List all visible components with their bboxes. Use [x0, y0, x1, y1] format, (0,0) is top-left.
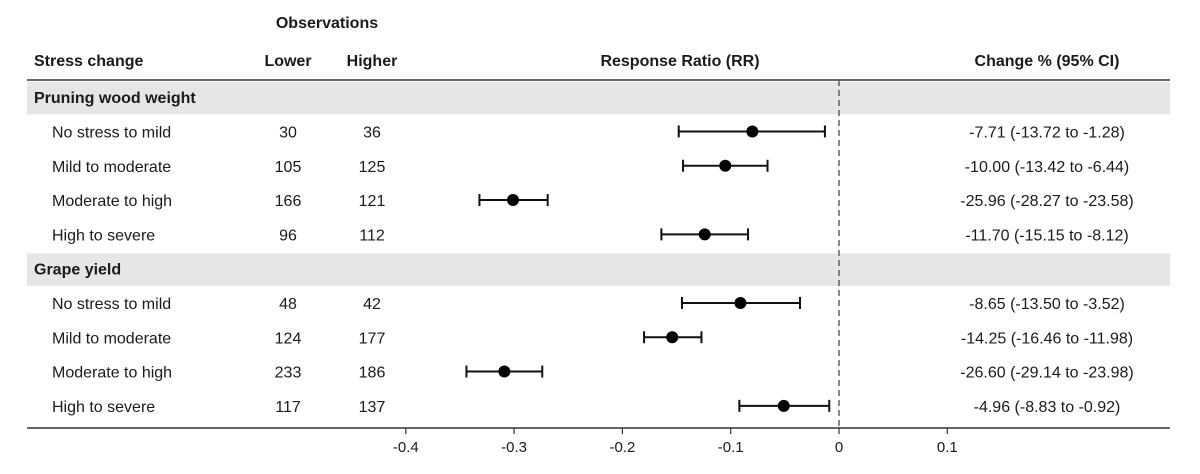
row-label: Moderate to high [52, 193, 172, 210]
higher-count: 177 [359, 330, 386, 347]
x-tick-label: 0.1 [937, 439, 958, 456]
higher-count: 137 [359, 399, 386, 416]
change-value: -8.65 (-13.50 to -3.52) [969, 296, 1125, 313]
x-tick-label: -0.2 [609, 439, 635, 456]
lower-count: 30 [279, 124, 297, 141]
x-tick-label: 0 [835, 439, 843, 456]
row-label: No stress to mild [52, 296, 171, 313]
higher-count: 125 [359, 159, 386, 176]
rr-point [498, 365, 511, 378]
change-value: -7.71 (-13.72 to -1.28) [969, 124, 1125, 141]
higher-header: Higher [347, 53, 398, 70]
rr-point [734, 296, 747, 309]
change-value: -26.60 (-29.14 to -23.98) [960, 365, 1133, 382]
response-ratio-header: Response Ratio (RR) [600, 53, 759, 70]
row-label: Mild to moderate [52, 159, 171, 176]
row-label: No stress to mild [52, 124, 171, 141]
group-label: Pruning wood weight [34, 90, 196, 107]
x-tick-label: -0.4 [393, 439, 419, 456]
x-tick-label: -0.3 [501, 439, 527, 456]
rr-point [777, 399, 790, 412]
rr-point [746, 125, 759, 138]
change-value: -14.25 (-16.46 to -11.98) [961, 330, 1133, 347]
higher-count: 186 [359, 365, 386, 382]
rr-point [719, 159, 732, 172]
rr-point [666, 331, 679, 344]
table-body: Pruning wood weight No stress to mild 30 36… [27, 82, 1170, 416]
stress-change-header: Stress change [34, 53, 143, 70]
rr-point [507, 194, 520, 207]
change-value: -25.96 (-28.27 to -23.58) [960, 193, 1133, 210]
plot-area [465, 80, 840, 428]
higher-count: 36 [363, 124, 381, 141]
row-label: Mild to moderate [52, 330, 171, 347]
change-value: -10.00 (-13.42 to -6.44) [965, 159, 1130, 176]
change-value: -11.70 (-15.15 to -8.12) [965, 227, 1128, 244]
higher-count: 121 [359, 193, 386, 210]
lower-count: 48 [279, 296, 297, 313]
group-label: Grape yield [34, 262, 121, 279]
x-axis: -0.4 -0.3 -0.2 -0.1 0 0.1 [27, 427, 1170, 456]
lower-count: 117 [275, 399, 301, 416]
lower-count: 233 [275, 365, 302, 382]
header: Observations Stress change Lower Higher … [34, 15, 1119, 70]
change-value: -4.96 (-8.83 to -0.92) [974, 399, 1121, 416]
row-label: Moderate to high [52, 365, 172, 382]
higher-count: 112 [359, 227, 385, 244]
lower-header: Lower [264, 53, 311, 70]
change-header: Change % (95% CI) [975, 53, 1120, 70]
group-band [27, 82, 1170, 115]
row-label: High to severe [52, 399, 155, 416]
lower-count: 124 [275, 330, 302, 347]
rr-point [698, 228, 711, 241]
observations-header: Observations [276, 15, 378, 32]
lower-count: 105 [275, 159, 302, 176]
x-tick-label: -0.1 [718, 439, 744, 456]
lower-count: 166 [275, 193, 302, 210]
row-label: High to severe [52, 227, 155, 244]
higher-count: 42 [363, 296, 381, 313]
lower-count: 96 [279, 227, 297, 244]
group-band [27, 253, 1170, 286]
